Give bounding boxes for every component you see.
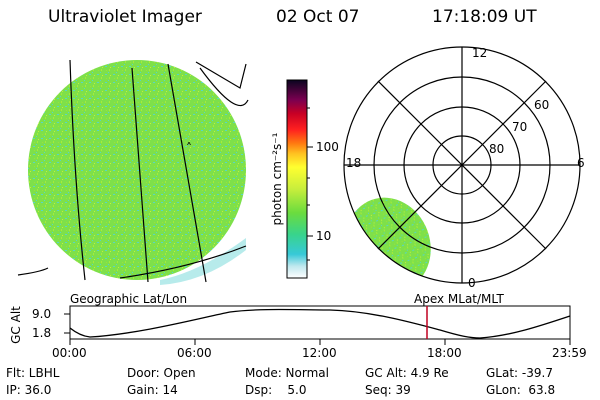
status-glat: GLat: -39.7 <box>486 366 553 380</box>
time-tick-2359: 23:59 <box>552 346 587 360</box>
time-tick-0600: 06:00 <box>177 346 212 360</box>
mlt-label-0: 0 <box>468 276 476 290</box>
lat-label-60: 60 <box>534 98 550 112</box>
colorbar-tick-100: 100 <box>316 140 339 154</box>
date-label: 02 Oct 07 <box>276 7 360 27</box>
colorbar-tick-10: 10 <box>316 229 332 243</box>
mlt-label-18: 18 <box>346 156 362 170</box>
altitude-ytick-1-8: 1.8 <box>32 326 52 340</box>
status-door: Door: Open <box>127 366 196 380</box>
status-flt: Flt: LBHL <box>6 366 60 380</box>
time-label: 17:18:09 UT <box>432 7 537 27</box>
instrument-title: Ultraviolet Imager <box>48 7 202 27</box>
lat-label-80: 80 <box>489 142 505 156</box>
subsatellite-marker: ˄ <box>186 141 192 155</box>
altitude-plot <box>64 305 571 345</box>
time-tick-1200: 12:00 <box>302 346 337 360</box>
longitude-grid <box>17 59 249 283</box>
status-mode: Mode: Normal <box>245 366 329 380</box>
status-gain: Gain: 14 <box>127 383 178 397</box>
status-dsp: Dsp: 5.0 <box>245 383 307 397</box>
projection-label-left: Geographic Lat/Lon <box>70 292 188 306</box>
polar-plot <box>343 46 581 284</box>
colorbar-unit-label: photon cm⁻²s⁻¹ <box>270 132 284 226</box>
projection-label-right: Apex MLat/MLT <box>414 292 504 306</box>
status-ip: IP: 36.0 <box>6 383 52 397</box>
mlt-label-12: 12 <box>472 46 488 60</box>
colorbar <box>286 79 313 279</box>
time-tick-0000: 00:00 <box>52 346 87 360</box>
time-tick-1800: 18:00 <box>427 346 462 360</box>
lat-label-70: 70 <box>512 120 528 134</box>
altitude-ytick-9: 9.0 <box>32 307 52 321</box>
altitude-ylabel: GC Alt <box>9 306 23 344</box>
altitude-curve <box>69 308 571 339</box>
status-glon: GLon: 63.8 <box>486 383 556 397</box>
earth-image <box>28 60 246 285</box>
mlt-label-6: 6 <box>577 156 585 170</box>
status-gc-alt: GC Alt: 4.9 Re <box>365 366 449 380</box>
status-seq: Seq: 39 <box>365 383 411 397</box>
